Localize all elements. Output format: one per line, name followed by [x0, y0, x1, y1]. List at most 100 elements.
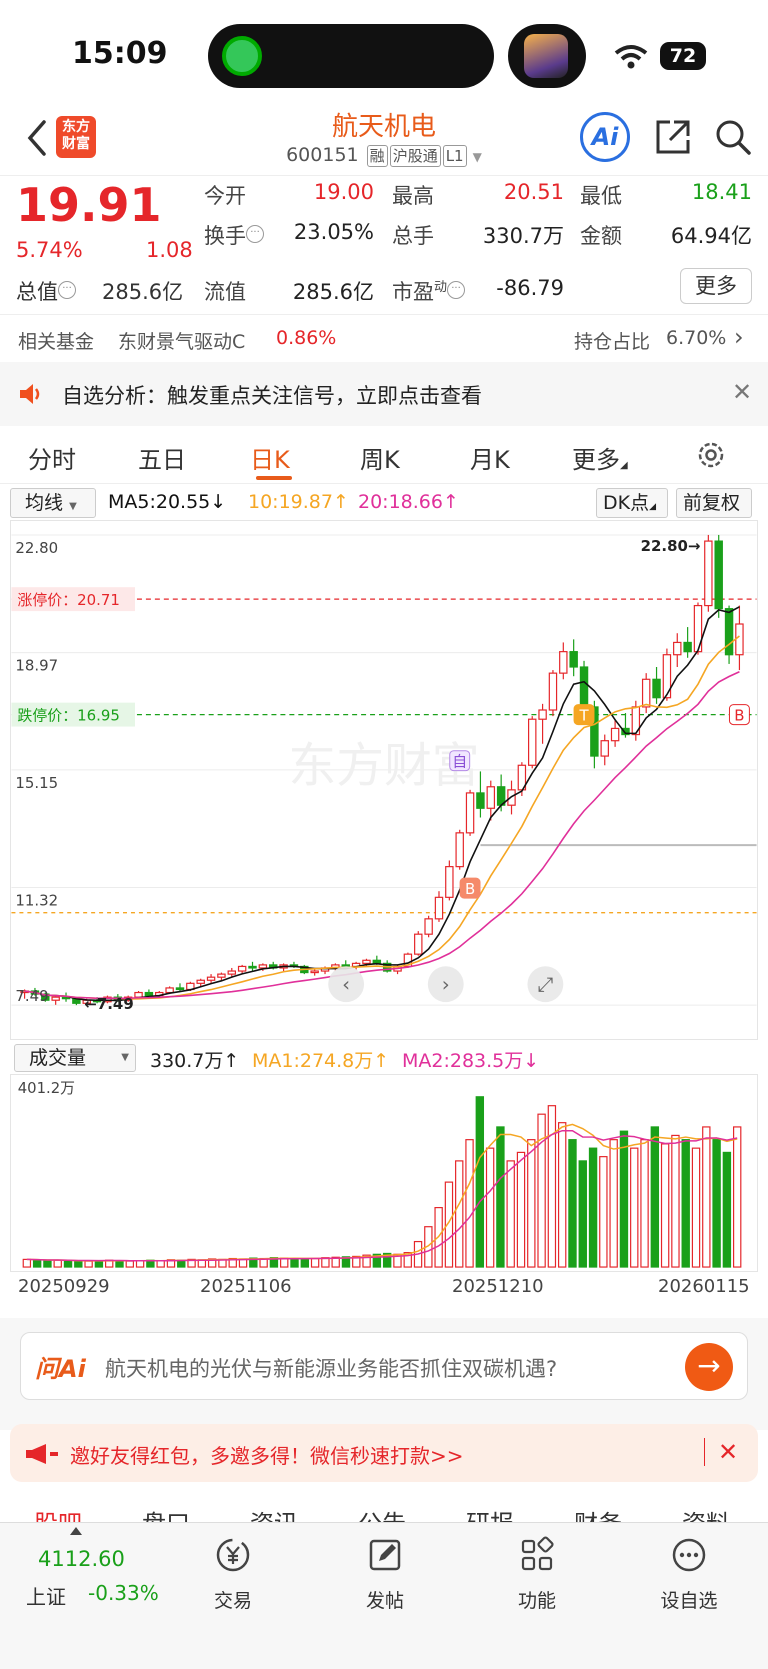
- candle-body: [559, 651, 568, 674]
- post-button[interactable]: 发帖: [330, 1535, 440, 1613]
- tab-daily-k[interactable]: 日K: [250, 446, 290, 474]
- candle-body: [548, 672, 558, 711]
- current-price: 19.91: [16, 178, 162, 232]
- volume-bar: [609, 1139, 618, 1268]
- close-icon[interactable]: ✕: [732, 378, 753, 406]
- tab-news[interactable]: 资讯: [250, 1510, 298, 1524]
- volume-bar: [496, 1126, 505, 1268]
- open-label: 今开: [204, 184, 246, 208]
- tab-five-day[interactable]: 五日: [138, 446, 186, 474]
- candle-body: [724, 608, 734, 656]
- invite-banner[interactable]: 邀好友得红包，多邀多得！微信秒速打款>> ✕: [10, 1424, 758, 1482]
- more-button[interactable]: 更多: [680, 268, 752, 304]
- back-icon[interactable]: [22, 118, 52, 158]
- candle-body: [134, 991, 143, 998]
- pe-label[interactable]: 市盈动 ···: [392, 276, 466, 306]
- t-marker: T: [578, 707, 589, 725]
- speaker-icon: [20, 384, 40, 404]
- candle-body: [51, 996, 60, 1001]
- tab-profile[interactable]: 资料: [682, 1510, 730, 1524]
- tab-research[interactable]: 研报: [466, 1510, 514, 1524]
- ai-button[interactable]: Ai: [580, 112, 630, 162]
- level-tag: L1: [442, 145, 467, 167]
- tab-more[interactable]: 更多◢: [572, 440, 628, 475]
- add-watchlist-button[interactable]: 设自选: [634, 1535, 744, 1613]
- megaphone-icon: [26, 1444, 58, 1464]
- tab-forum[interactable]: 股吧: [34, 1510, 82, 1524]
- candle-body: [175, 987, 185, 991]
- tab-announcements[interactable]: 公告: [358, 1510, 406, 1524]
- grid-icon: [521, 1536, 554, 1571]
- volume-chart[interactable]: 401.2万: [10, 1074, 758, 1272]
- divider: [704, 1438, 705, 1466]
- arrow-up-icon: ↑: [223, 1050, 240, 1072]
- limit-up-label: 涨停价：20.71: [17, 591, 120, 609]
- market-cap-label[interactable]: 总值 ···: [16, 276, 76, 306]
- fund-change: 0.86%: [276, 327, 337, 349]
- ma20-text: 20:18.66: [358, 491, 443, 513]
- trade-button[interactable]: 交易: [178, 1535, 288, 1613]
- tab-monthly-k[interactable]: 月K: [470, 446, 510, 474]
- caret-icon: ◢: [620, 460, 628, 471]
- gear-icon[interactable]: [696, 440, 726, 470]
- candle-body: [227, 970, 237, 975]
- volume-text: 330.7万: [150, 1050, 224, 1072]
- caret-down-icon: ▼: [472, 150, 482, 164]
- limit-up-badge: [11, 587, 135, 612]
- volume-bar: [732, 1126, 742, 1268]
- share-icon[interactable]: [654, 118, 692, 156]
- stock-subtitle[interactable]: 600151 融沪股通 L1 ▼: [0, 144, 768, 167]
- turnover-label[interactable]: 换手 ···: [204, 220, 264, 250]
- chevron-left-icon-bg: [328, 966, 365, 1003]
- amount-label: 金额: [580, 224, 622, 248]
- ma10-text: 10:19.87: [248, 491, 333, 513]
- pe-value: -86.79: [496, 276, 564, 300]
- ma10-line: [24, 635, 740, 1000]
- tab-more-label: 更多: [572, 446, 620, 474]
- ma-lines: [24, 606, 740, 1002]
- volume-bar: [135, 1260, 145, 1268]
- tab-orderbook[interactable]: 盘口: [142, 1510, 190, 1524]
- volume-bar: [22, 1258, 32, 1268]
- adjust-selector[interactable]: 前复权: [676, 488, 752, 518]
- kline-chart[interactable]: 东方财富 22.80 18.97 15.15 11.32 7.49 涨停价：20.71 跌停…: [10, 520, 758, 1040]
- candle-body: [217, 973, 226, 978]
- ma-selector[interactable]: 均线 ▼: [10, 488, 96, 518]
- volume-bar: [619, 1130, 629, 1268]
- index-value[interactable]: 4112.60: [38, 1547, 125, 1571]
- status-time: 15:09: [72, 36, 168, 71]
- volume-value: 330.7万↑: [150, 1046, 239, 1073]
- volume-bar: [290, 1257, 299, 1268]
- volume-selector[interactable]: 成交量 ▼: [14, 1044, 136, 1072]
- volume-bar: [382, 1252, 392, 1268]
- tab-financials[interactable]: 财务: [574, 1510, 622, 1524]
- candle-body: [610, 727, 620, 742]
- related-fund-row[interactable]: 相关基金 东财景气驱动C 0.86% 持仓占比 6.70% ›: [0, 314, 768, 362]
- arrow-right-icon[interactable]: →: [685, 1343, 733, 1391]
- dynamic-island: [208, 24, 494, 88]
- tab-intraday[interactable]: 分时: [28, 446, 76, 474]
- candle-body: [538, 709, 547, 720]
- alert-banner[interactable]: 自选分析：触发重点关注信号，立即点击查看 ✕: [0, 362, 768, 426]
- close-icon[interactable]: ✕: [718, 1438, 739, 1466]
- candle-body: [248, 965, 257, 969]
- invite-text: 邀好友得红包，多邀多得！微信秒速打款>>: [70, 1444, 464, 1468]
- fund-name: 东财景气驱动C: [118, 331, 246, 353]
- market-cap-value: 285.6亿: [102, 280, 184, 304]
- functions-button[interactable]: 功能: [482, 1535, 592, 1613]
- low-price-marker: ←7.49: [84, 995, 133, 1013]
- y-axis-label: 15.15: [15, 774, 58, 792]
- app-logo[interactable]: 东方财富: [56, 116, 96, 158]
- open-value: 19.00: [313, 180, 374, 204]
- volume-value: 330.7万: [482, 224, 564, 248]
- dk-point-selector[interactable]: DK点◢: [596, 488, 668, 518]
- tab-weekly-k[interactable]: 周K: [360, 446, 400, 474]
- pe-label-text: 市盈: [392, 280, 434, 304]
- ai-question-box[interactable]: 问Ai 航天机电的光伏与新能源业务能否抓住双碳机遇? →: [20, 1332, 748, 1400]
- search-icon[interactable]: [714, 118, 752, 156]
- volume-bar: [403, 1252, 412, 1268]
- vol-ma2: MA2:283.5万↓: [402, 1046, 539, 1073]
- volume-bar: [557, 1122, 567, 1268]
- arrow-up-icon: ↑: [442, 491, 459, 513]
- caret-up-icon[interactable]: [70, 1527, 82, 1535]
